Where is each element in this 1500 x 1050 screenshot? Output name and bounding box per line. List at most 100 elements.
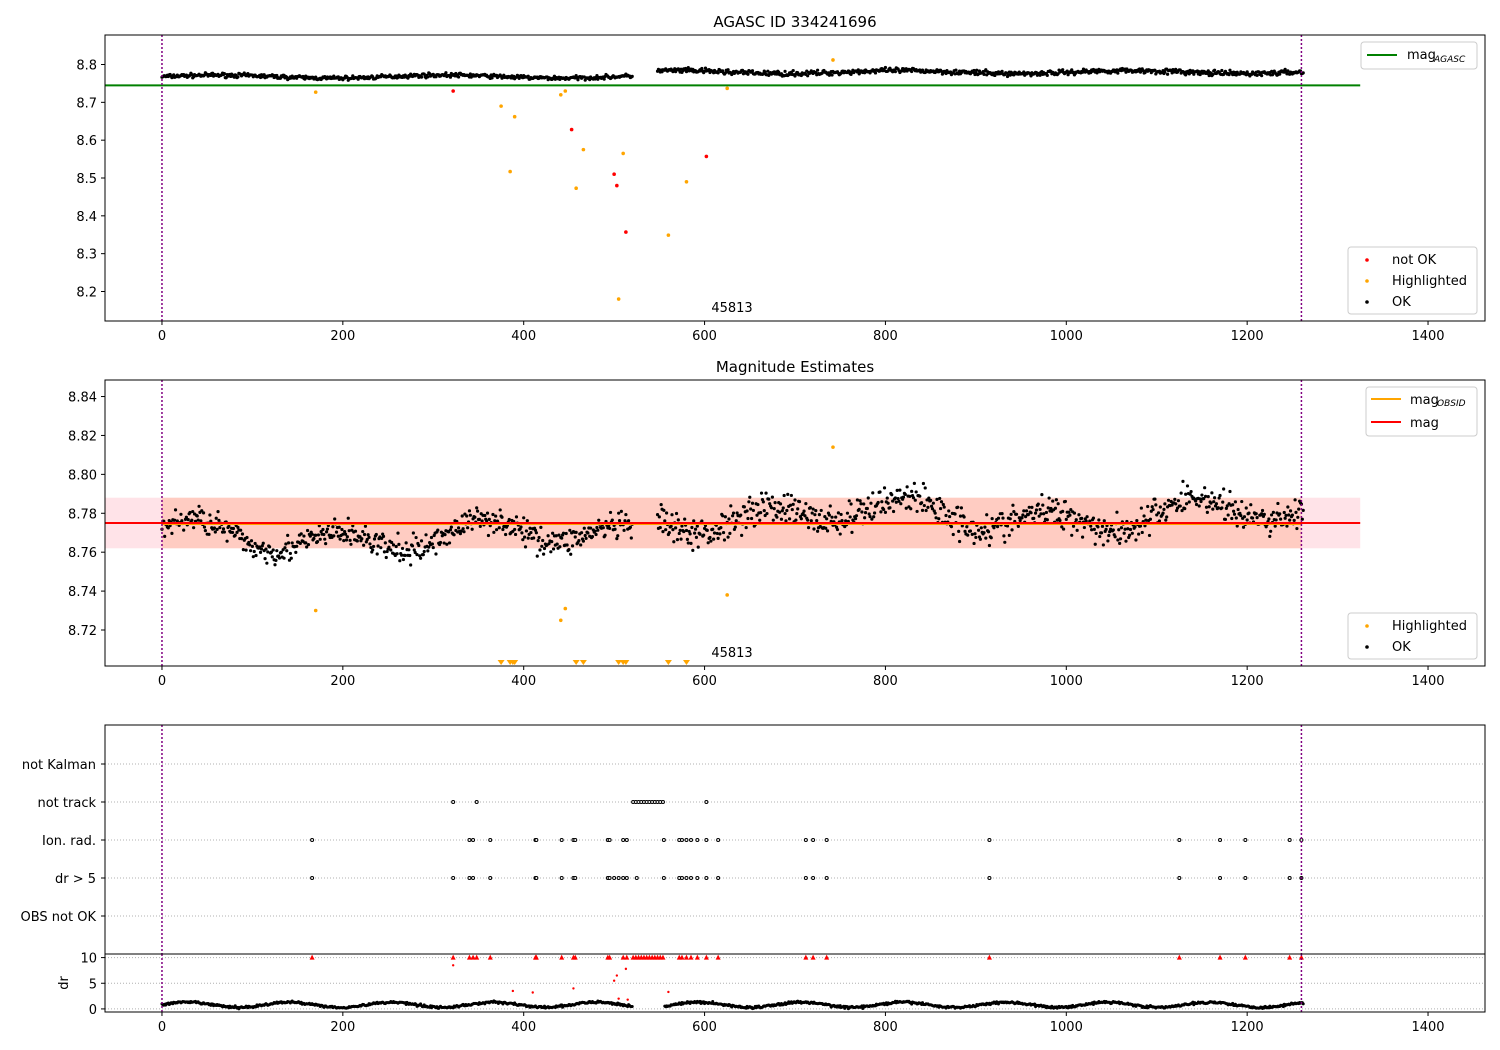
ok-point <box>839 512 843 517</box>
y-tick-label: 8.84 <box>68 391 97 406</box>
ok-point <box>1232 512 1237 516</box>
dr-clipped-marker <box>559 954 565 960</box>
ok-point <box>764 491 768 495</box>
ok-point <box>700 66 704 71</box>
ok-point <box>1046 506 1050 510</box>
ok-point <box>565 543 569 547</box>
p2-legend-points-box <box>1347 612 1478 660</box>
ok-point <box>1249 503 1253 507</box>
highlighted-below-range-marker <box>497 660 505 665</box>
ok-point <box>603 533 607 537</box>
flag-point <box>488 876 493 880</box>
x-tick-label: 400 <box>511 1020 536 1035</box>
ok-point <box>1094 531 1098 536</box>
ok-point <box>584 536 588 541</box>
ok-point <box>1096 525 1100 529</box>
ok-point <box>573 535 577 539</box>
ok-point <box>694 535 699 539</box>
ok-point <box>947 509 951 513</box>
ok-point <box>746 516 750 521</box>
flag-point <box>716 876 721 880</box>
ok-point <box>1207 505 1211 509</box>
highlighted-point <box>558 92 563 97</box>
ok-point <box>700 519 704 523</box>
ok-point <box>498 508 502 512</box>
ok-point <box>878 490 882 494</box>
x-tick-label: 1200 <box>1231 329 1264 344</box>
ok-point <box>1071 524 1076 528</box>
ok-point <box>532 536 536 540</box>
flag-point <box>824 876 829 880</box>
ok-point <box>1162 507 1166 512</box>
ok-point <box>1194 502 1199 507</box>
ok-point <box>199 519 203 523</box>
ok-point <box>325 527 330 531</box>
ok-point <box>870 517 874 521</box>
ok-point <box>811 507 815 511</box>
ok-point <box>332 534 336 538</box>
flag-category-label: OBS not OK <box>21 910 97 925</box>
flag-point <box>684 876 689 880</box>
ok-point <box>759 510 763 515</box>
legend-ok-marker-2 <box>1365 645 1369 649</box>
ok-point <box>1260 74 1264 78</box>
ok-point <box>1097 518 1101 522</box>
ok-point <box>1158 505 1162 509</box>
dr-clipped-marker <box>1298 954 1304 960</box>
ok-point <box>163 534 167 539</box>
ok-point <box>848 515 852 519</box>
ok-point <box>775 515 779 519</box>
ok-point <box>529 530 533 535</box>
ok-point <box>888 506 892 510</box>
ok-point <box>938 496 942 501</box>
ok-point <box>436 528 440 532</box>
ok-point <box>1284 513 1288 517</box>
ok-point <box>537 535 541 540</box>
ok-point <box>475 509 480 513</box>
ok-point <box>258 550 263 554</box>
ok-point <box>1173 497 1177 501</box>
ok-point <box>356 77 360 81</box>
ok-point <box>541 552 546 556</box>
ok-point <box>1262 512 1266 516</box>
ok-point <box>1102 519 1106 523</box>
ok-point <box>1085 515 1089 519</box>
ok-point <box>1174 502 1178 506</box>
ok-point <box>686 66 690 70</box>
ok-point <box>207 532 211 536</box>
ok-point <box>708 535 712 540</box>
ok-point <box>333 517 337 521</box>
ok-point <box>751 508 756 513</box>
ok-point <box>478 524 482 528</box>
ok-point <box>773 501 777 505</box>
ok-point <box>813 513 817 517</box>
ok-point <box>617 519 622 523</box>
flag-category-label: not track <box>37 796 96 811</box>
ok-point <box>1045 73 1049 78</box>
ok-point <box>557 533 561 537</box>
ok-point <box>289 556 293 560</box>
ok-point <box>1206 495 1210 499</box>
ok-point <box>959 506 963 510</box>
ok-point <box>823 515 827 519</box>
ok-point <box>827 513 831 517</box>
ok-point <box>1197 504 1201 508</box>
ok-point <box>904 506 908 510</box>
ok-point <box>524 529 529 533</box>
ok-point <box>1002 534 1006 538</box>
ok-point <box>1007 533 1011 537</box>
ok-point <box>812 527 816 531</box>
ok-point <box>173 508 178 512</box>
ok-point <box>1176 499 1181 503</box>
ok-point <box>954 68 958 72</box>
p2-axes-frame <box>104 379 1486 667</box>
ok-point <box>1198 497 1202 501</box>
ok-point <box>549 550 553 554</box>
ok-point <box>302 534 306 538</box>
ok-point <box>686 541 690 545</box>
ok-point <box>1283 516 1287 520</box>
highlighted-point <box>684 179 689 184</box>
highlighted-point <box>581 147 586 152</box>
ok-point <box>883 65 888 70</box>
ok-point <box>670 513 674 517</box>
